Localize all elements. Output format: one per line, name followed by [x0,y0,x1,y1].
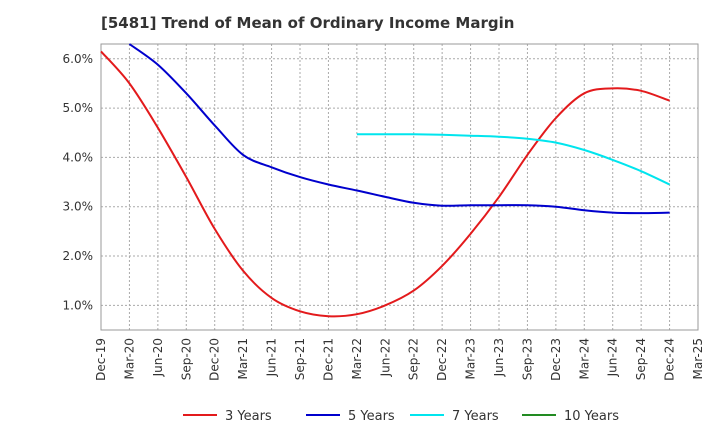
x-tick-label: Dec-23 [549,338,563,381]
x-tick-label: Dec-22 [435,338,449,381]
series-line-7-years [356,133,671,186]
y-tick-label: 6.0% [63,52,94,66]
x-tick-label: Mar-23 [464,338,478,379]
x-tick-label: Sep-24 [634,338,648,380]
legend-label-7-years: 7 Years [452,409,499,424]
x-tick-label: Mar-20 [122,338,136,379]
y-tick-label: 2.0% [63,249,94,263]
x-tick-label: Jun-21 [265,338,279,377]
legend-label-10-years: 10 Years [564,409,619,424]
legend: 3 Years 5 Years 7 Years 10 Years [183,409,619,424]
chart-title: [5481] Trend of Mean of Ordinary Income … [101,14,515,32]
y-tick-label: 5.0% [63,101,94,115]
legend-label-3-years: 3 Years [225,409,272,424]
x-tick-label: Mar-25 [691,338,705,379]
series-line-3-years [100,50,670,318]
x-tick-label: Mar-22 [350,338,364,379]
x-tick-label: Mar-21 [236,338,250,379]
x-tick-label: Jun-22 [378,338,392,377]
series-lines [100,43,671,318]
x-tick-label: Dec-19 [94,338,108,381]
x-tick-label: Dec-20 [208,338,222,381]
series-line-5-years [128,43,670,215]
x-axis-ticks: Dec-19 Mar-20 Jun-20 Sep-20 Dec-20 Mar-21 Jun-… [94,338,705,381]
x-tick-label: Sep-23 [520,338,534,380]
x-tick-label: Sep-22 [407,338,421,380]
x-tick-label: Mar-24 [577,338,591,379]
x-tick-label: Dec-24 [663,338,677,381]
legend-label-5-years: 5 Years [348,409,395,424]
y-tick-label: 1.0% [63,298,94,312]
x-tick-label: Jun-20 [151,338,165,377]
x-tick-label: Sep-20 [179,338,193,380]
x-tick-label: Sep-21 [293,338,307,380]
plot-area-frame [100,43,699,331]
grid [101,44,698,330]
x-tick-label: Jun-24 [606,338,620,377]
x-tick-label: Dec-21 [321,338,335,381]
x-tick-label: Jun-23 [492,338,506,377]
y-tick-label: 4.0% [63,150,94,164]
y-axis-ticks: 1.0% 2.0% 3.0% 4.0% 5.0% 6.0% [63,52,94,313]
y-tick-label: 3.0% [63,200,94,214]
